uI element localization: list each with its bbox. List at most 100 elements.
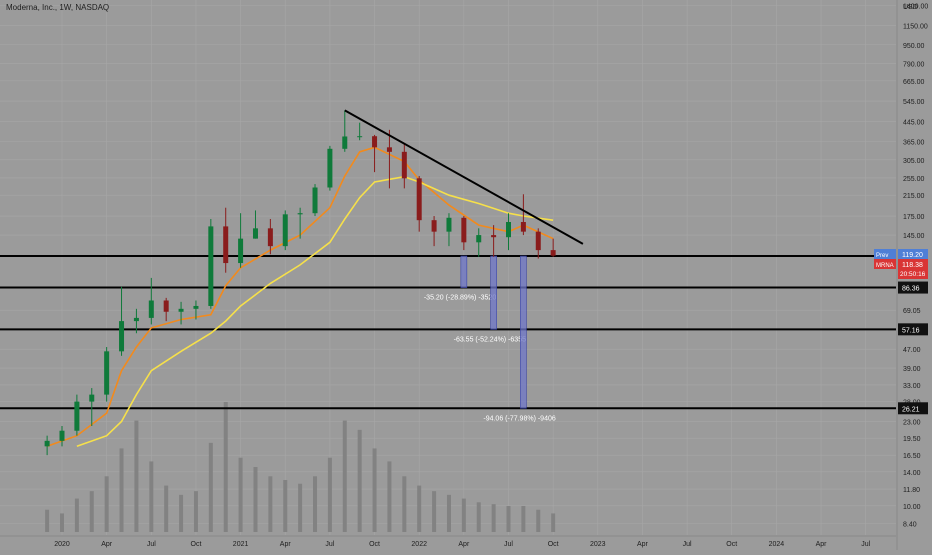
volume-layer (45, 402, 556, 532)
badge-symbol-label: MRNA (876, 263, 894, 269)
candle-body (446, 217, 452, 232)
candle-body (223, 226, 229, 264)
level-price-tag[interactable] (898, 402, 928, 415)
volume-bar (327, 457, 332, 532)
volume-bar (149, 461, 154, 532)
candlesticks (44, 110, 556, 456)
price-tick-label: 790.00 (903, 61, 925, 68)
candle (163, 297, 169, 322)
price-tick-label: 365.00 (903, 140, 925, 147)
candle-body (74, 401, 80, 431)
measurement-label: -94.06 (-77.98%) -9406 (483, 415, 555, 422)
candle-body (238, 238, 244, 264)
candle-body (297, 213, 303, 215)
level-price-label: 86.36 (902, 286, 920, 293)
candle (327, 145, 333, 191)
volume-bar (298, 483, 303, 532)
measurement-boxes: -35.20 (-28.89%) -3520 -63.55 (-52.24%) -… (424, 255, 556, 422)
candle-body (148, 300, 154, 318)
volume-bar (119, 448, 124, 532)
candle-body (59, 430, 65, 441)
time-tick-label: Oct (726, 541, 737, 548)
candle (89, 388, 95, 427)
time-tick-label: Oct (548, 541, 559, 548)
time-tick-label: Apr (458, 541, 470, 548)
time-tick-label: Apr (637, 541, 649, 548)
badge-price-tag (898, 259, 928, 279)
volume-bar (268, 476, 273, 532)
candle-body (401, 151, 407, 179)
time-tick-label: Apr (816, 541, 828, 548)
candle-body (327, 148, 333, 188)
candle (357, 122, 363, 141)
measurement-box[interactable] (490, 255, 497, 330)
candle (133, 308, 139, 334)
volume-bar (536, 509, 541, 532)
volume-bar (521, 506, 526, 532)
volume-bar (164, 485, 169, 532)
candle (74, 394, 80, 436)
level-price-tag[interactable] (898, 281, 928, 294)
candle-body (119, 321, 125, 352)
time-axis[interactable]: 2020 Apr Jul Oct 2021 Apr Jul Oct 2022 Apr Jul Oct 2… (0, 535, 896, 550)
volume-bar (506, 506, 511, 532)
volume-bar (134, 420, 139, 532)
candle (297, 207, 303, 239)
volume-bar (223, 402, 228, 532)
volume-bar (432, 491, 437, 532)
candle (550, 238, 556, 257)
price-tick-label: 445.00 (903, 120, 925, 127)
trendline-layer[interactable] (344, 109, 584, 245)
volume-bar (387, 461, 392, 532)
descending-trendline[interactable] (344, 109, 584, 245)
price-tick-label: 69.05 (903, 308, 921, 315)
candle-body (282, 214, 288, 247)
measurement-box[interactable] (520, 255, 527, 409)
price-tick-label: 255.00 (903, 176, 925, 183)
candle (252, 210, 258, 239)
candle-body (535, 231, 541, 251)
level-price-tag[interactable] (898, 323, 928, 336)
volume-bar (461, 498, 466, 532)
candle-body (506, 222, 511, 238)
level-price-label: 26.21 (902, 406, 920, 413)
measurement-box[interactable] (460, 255, 468, 288)
price-tick-label: 23.00 (903, 420, 921, 427)
measurement-label: -35.20 (-28.89%) -3520 (424, 295, 496, 302)
chart-title: Moderna, Inc., 1W, NASDAQ (6, 3, 109, 12)
candle-body (520, 222, 526, 232)
candle (223, 207, 229, 273)
badge-symbol-tag (874, 249, 896, 259)
candle-body (461, 217, 467, 243)
price-tick-label: 14.00 (903, 470, 921, 477)
candle-body (193, 305, 199, 309)
badge-price-label: 119.20 (902, 252, 923, 259)
candle (476, 228, 482, 257)
candle (148, 277, 154, 325)
candle-body (416, 178, 422, 221)
measurement-label: -63.55 (-52.24%) -6355 (454, 336, 526, 343)
price-tick-label: 305.00 (903, 158, 925, 165)
volume-bar (104, 476, 109, 532)
price-tick-label: 145.00 (903, 233, 925, 240)
volume-bar (179, 494, 184, 532)
candle-body (208, 226, 214, 306)
candle (416, 175, 422, 232)
candle (312, 184, 318, 217)
candle (520, 194, 526, 236)
candle (238, 213, 244, 268)
candle (506, 213, 511, 251)
time-tick-label: Jul (683, 541, 692, 548)
price-tick-label: 1150.00 (903, 23, 928, 30)
time-tick-label: 2021 (233, 541, 249, 548)
candle-body (133, 317, 139, 322)
time-tick-label: 2022 (411, 541, 427, 548)
candle (535, 228, 541, 259)
candle-body (267, 228, 273, 247)
candle-body (104, 351, 110, 395)
candle-body (163, 300, 169, 312)
bar-countdown-label: 20:50:16 (900, 271, 926, 278)
